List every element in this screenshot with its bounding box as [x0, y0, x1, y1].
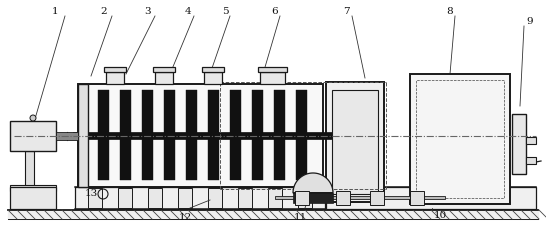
Bar — [258, 67, 287, 72]
Text: 11: 11 — [293, 214, 307, 223]
Bar — [238, 188, 252, 208]
Text: 12: 12 — [179, 214, 192, 223]
Bar — [296, 90, 307, 180]
Bar — [268, 188, 282, 208]
Bar — [208, 188, 222, 208]
Bar — [78, 84, 88, 187]
Bar — [260, 72, 285, 84]
Bar — [274, 90, 285, 180]
Text: 13: 13 — [85, 190, 98, 198]
Bar — [75, 187, 325, 209]
Text: 4: 4 — [185, 8, 191, 17]
Bar — [106, 72, 124, 84]
Text: 5: 5 — [222, 8, 228, 17]
Bar — [148, 188, 162, 208]
Bar — [104, 67, 126, 72]
Text: 1: 1 — [52, 8, 58, 17]
Bar — [336, 191, 350, 205]
Bar — [298, 188, 312, 208]
Bar — [202, 67, 224, 72]
Text: 8: 8 — [447, 8, 453, 17]
Circle shape — [30, 115, 36, 121]
Bar — [326, 82, 384, 202]
Text: 9: 9 — [527, 17, 533, 25]
Bar — [410, 191, 424, 205]
Text: 2: 2 — [100, 8, 108, 17]
Bar — [142, 90, 153, 180]
Bar — [10, 185, 56, 191]
Bar — [275, 196, 445, 199]
Text: 10: 10 — [434, 211, 447, 220]
Bar — [204, 72, 222, 84]
Bar — [410, 74, 510, 204]
Bar — [120, 90, 131, 180]
Bar — [295, 191, 309, 205]
Bar — [118, 188, 132, 208]
Bar — [153, 67, 175, 72]
Bar — [326, 187, 536, 209]
Bar — [230, 90, 241, 180]
Bar — [155, 72, 173, 84]
Bar — [332, 90, 378, 194]
Bar — [293, 193, 333, 203]
Bar — [73, 132, 368, 139]
Bar — [252, 90, 263, 180]
Bar — [178, 188, 192, 208]
Bar — [10, 187, 56, 209]
Bar — [370, 191, 384, 205]
Text: 6: 6 — [272, 8, 278, 17]
Text: 7: 7 — [343, 8, 349, 17]
Bar — [25, 151, 34, 187]
Bar — [78, 84, 323, 187]
Bar — [512, 114, 526, 174]
Bar — [88, 188, 102, 208]
Bar — [208, 90, 219, 180]
Bar — [98, 90, 109, 180]
Bar — [10, 121, 56, 151]
Bar — [526, 137, 536, 144]
Bar — [164, 90, 175, 180]
Bar — [56, 132, 78, 140]
Bar — [526, 157, 536, 164]
Text: 3: 3 — [145, 8, 151, 17]
Bar — [416, 80, 504, 198]
Bar — [186, 90, 197, 180]
Polygon shape — [293, 173, 333, 193]
